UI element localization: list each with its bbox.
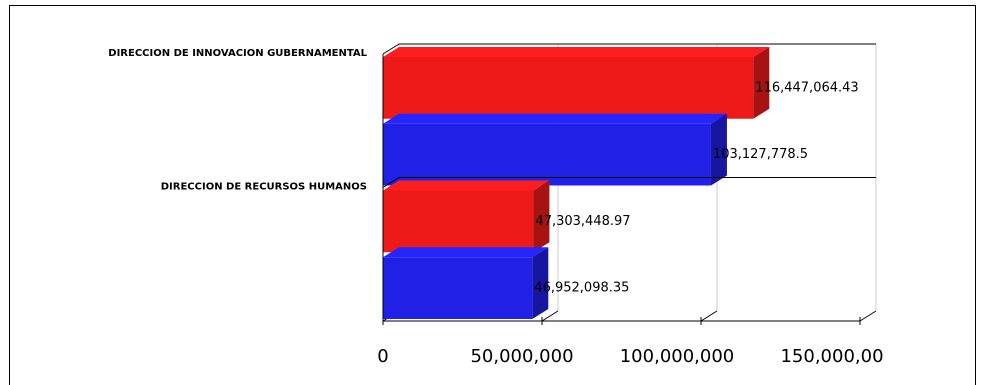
value-label: 46,952,098.35 <box>534 281 629 296</box>
y-tick-label: DIRECCION DE INNOVACION GUBERNAMENTAL <box>108 48 367 59</box>
bar <box>383 47 770 119</box>
floor-line <box>859 310 877 322</box>
value-label: 103,127,778.5 <box>713 147 808 162</box>
x-tick-label: 150,000,00 <box>780 346 883 367</box>
x-tick-label: 50,000,000 <box>470 346 573 367</box>
y-tick-label: DIRECCION DE RECURSOS HUMANOS <box>161 182 367 193</box>
x-tick-label: 100,000,000 <box>620 346 735 367</box>
floor-line <box>541 310 559 322</box>
bar-side <box>753 47 770 119</box>
category-tick <box>382 177 400 188</box>
floor-line <box>700 310 718 322</box>
bar-top <box>383 247 549 258</box>
bar <box>383 113 727 186</box>
bar-side <box>532 247 549 319</box>
bar-side <box>533 180 550 253</box>
bar-front <box>383 123 711 186</box>
category-tick <box>382 43 400 55</box>
bar-front <box>383 190 534 253</box>
bar-front <box>383 257 533 319</box>
bar-top <box>383 113 727 124</box>
bar-front <box>383 57 754 119</box>
bar-side <box>710 113 727 186</box>
value-label: 47,303,448.97 <box>535 214 630 229</box>
bar-top <box>383 180 550 191</box>
bar <box>383 247 549 319</box>
frame <box>9 5 976 385</box>
bar-top <box>383 47 770 57</box>
bar <box>383 180 550 253</box>
value-label: 116,447,064.43 <box>755 80 858 95</box>
x-tick-label: 0 <box>377 346 388 367</box>
